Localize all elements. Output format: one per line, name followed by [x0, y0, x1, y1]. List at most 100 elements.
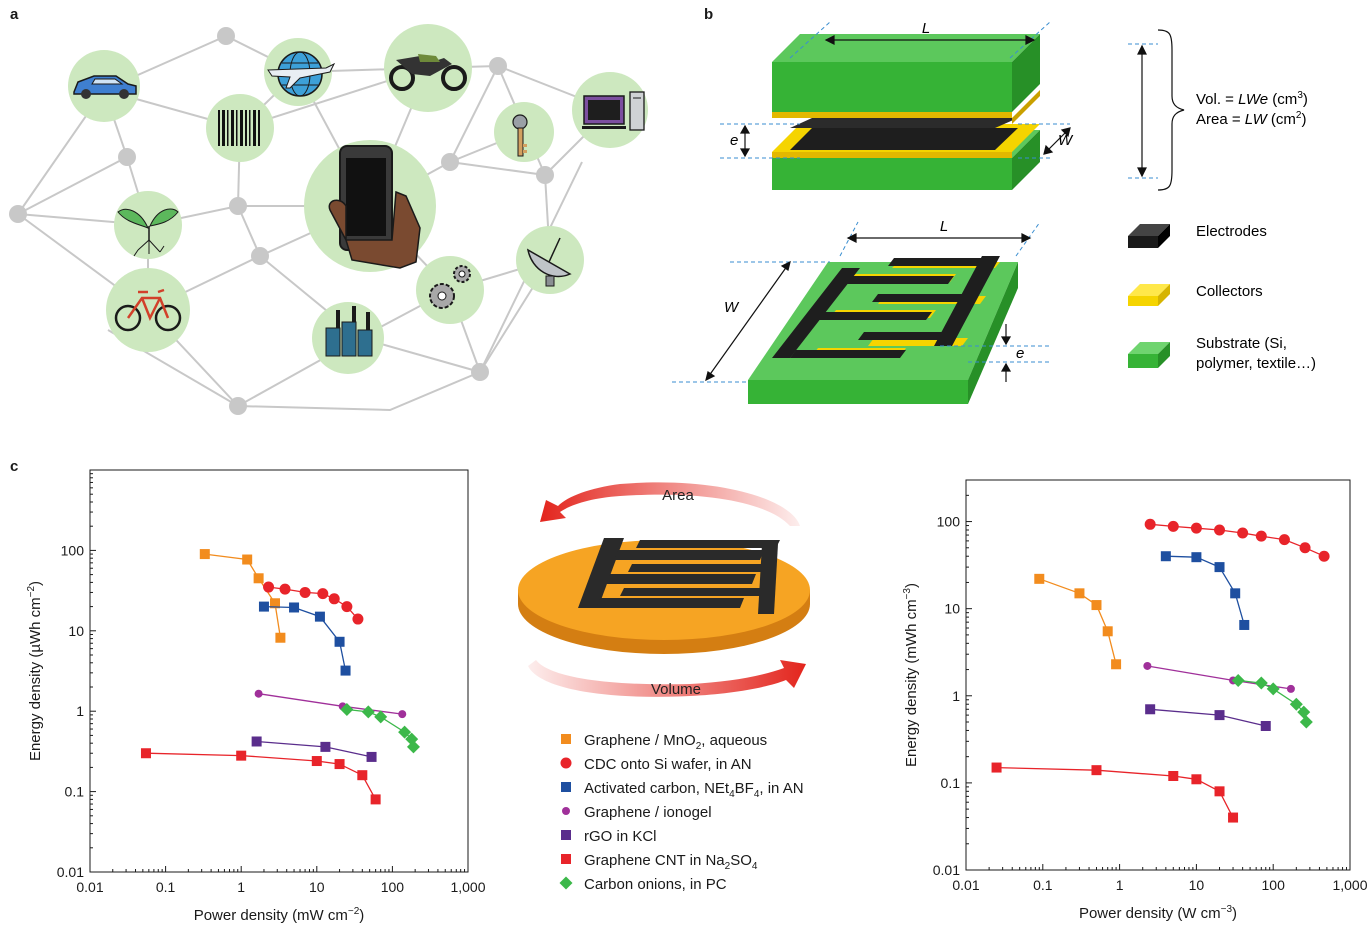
- satellite-dish-icon: [526, 237, 572, 287]
- data-point-series-4: [1145, 704, 1156, 715]
- data-point-series-3: [1143, 661, 1152, 670]
- legend-collectors-label: Collectors: [1196, 283, 1263, 300]
- barcode-icon: [218, 110, 260, 146]
- y-axis-title: Energy density (mWh cm−3): [902, 583, 920, 767]
- bottom-L-label: L: [940, 218, 948, 235]
- data-point-series-1: [1278, 534, 1290, 546]
- legend-c: Graphene / MnO2, aqueous CDC onto Si wafe…: [559, 732, 804, 893]
- area-label: Area: [662, 487, 694, 504]
- data-point-series-5: [370, 794, 381, 805]
- data-point-series-5: [334, 759, 345, 770]
- desktop-computer-icon: [582, 91, 645, 131]
- legend-c-label-5: Graphene CNT in Na2SO4: [584, 852, 758, 872]
- series-line-3: [1147, 665, 1291, 690]
- data-point-series-4: [1260, 720, 1271, 731]
- disk-electrode-comb: [578, 538, 780, 614]
- top-e-label: e: [730, 132, 738, 149]
- panel-b-devices: L e W: [672, 20, 1316, 404]
- bottom-W-label: W: [724, 299, 740, 316]
- data-point-series-0: [1111, 659, 1122, 670]
- center-illustration: Area Volume: [518, 482, 810, 698]
- legend-c-marker-1: [560, 757, 572, 769]
- data-point-series-5: [1091, 765, 1102, 776]
- data-point-series-0: [253, 573, 264, 584]
- data-point-series-5: [1191, 774, 1202, 785]
- y-tick-label: 0.01: [57, 864, 84, 880]
- legend-c-marker-5: [561, 854, 571, 864]
- legend-b: Electrodes Collectors Substrate (Si, pol…: [1128, 223, 1316, 372]
- x-tick-label: 0.01: [76, 879, 103, 895]
- data-point-series-1: [1255, 530, 1267, 542]
- sandwich-device: L e W: [720, 20, 1074, 190]
- y-tick-label: 0.1: [65, 784, 85, 800]
- data-point-series-2: [1230, 588, 1241, 599]
- legend-collector-swatch: [1128, 284, 1170, 306]
- smartphone-hand-icon: [328, 145, 421, 269]
- area-formula: Area = LW (cm2): [1196, 110, 1306, 128]
- data-point-series-0: [242, 554, 253, 565]
- x-tick-label: 1: [1116, 877, 1124, 893]
- panel-a-network: [9, 24, 648, 415]
- data-point-series-0: [1091, 600, 1102, 611]
- panel-label-b: b: [704, 6, 714, 23]
- data-point-series-5: [1214, 786, 1225, 797]
- x-tick-label: 1: [237, 879, 245, 895]
- y-tick-label: 1: [76, 703, 84, 719]
- legend-substrate-swatch: [1128, 342, 1170, 368]
- data-point-series-0: [1074, 588, 1085, 599]
- data-point-series-3: [398, 710, 407, 719]
- data-point-series-2: [1214, 562, 1225, 573]
- y-tick-label: 100: [937, 514, 961, 530]
- data-point-series-5: [1228, 812, 1239, 823]
- data-point-series-1: [299, 586, 311, 598]
- x-tick-label: 0.01: [952, 877, 979, 893]
- data-point-series-5: [357, 770, 368, 781]
- data-point-series-4: [1214, 710, 1225, 721]
- data-point-series-0: [199, 549, 210, 560]
- legend-substrate-label-2: polymer, textile…): [1196, 355, 1316, 372]
- legend-c-label-6: Carbon onions, in PC: [584, 876, 727, 893]
- data-point-series-1: [1214, 524, 1226, 536]
- data-point-series-5: [236, 750, 247, 761]
- data-point-series-2: [334, 636, 345, 647]
- legend-c-label-1: CDC onto Si wafer, in AN: [584, 756, 752, 773]
- interdigitated-device: L W e: [672, 218, 1050, 404]
- legend-c-label-0: Graphene / MnO2, aqueous: [584, 732, 767, 752]
- panel-label-a: a: [10, 6, 19, 23]
- legend-c-label-4: rGO in KCl: [584, 828, 657, 845]
- volume-arrow: [528, 660, 806, 697]
- data-point-series-6: [361, 705, 375, 719]
- data-point-series-2: [1191, 552, 1202, 563]
- data-point-series-1: [1167, 520, 1179, 532]
- gears-icon: [429, 265, 471, 309]
- data-point-series-1: [317, 588, 329, 600]
- volume-label: Volume: [651, 681, 701, 698]
- bottom-e-label: e: [1016, 345, 1024, 362]
- legend-c-marker-3: [562, 807, 570, 815]
- data-point-series-1: [328, 593, 340, 605]
- data-point-series-6: [1254, 676, 1268, 690]
- x-tick-label: 100: [1262, 877, 1286, 893]
- volume-formula: Vol. = LWe (cm3): [1196, 90, 1308, 108]
- y-tick-label: 10: [944, 601, 960, 617]
- x-tick-label: 1,000: [450, 879, 485, 895]
- data-point-series-6: [374, 710, 388, 724]
- legend-electrode-swatch: [1128, 224, 1170, 248]
- y-tick-label: 0.1: [941, 775, 961, 791]
- data-point-series-2: [289, 602, 300, 613]
- data-point-series-1: [1237, 527, 1249, 539]
- data-point-series-6: [1297, 705, 1311, 719]
- y-axis-title: Energy density (µWh cm−2): [26, 581, 44, 761]
- network-nodes: [9, 27, 554, 415]
- data-point-series-1: [341, 601, 353, 613]
- bicycle-icon: [114, 288, 182, 332]
- data-point-series-3: [254, 689, 263, 698]
- data-point-series-2: [340, 665, 351, 676]
- x-tick-label: 10: [309, 879, 325, 895]
- data-point-series-6: [1299, 715, 1313, 729]
- x-tick-label: 1,000: [1332, 877, 1367, 893]
- data-point-series-2: [314, 611, 325, 622]
- car-icon: [73, 75, 137, 99]
- data-point-series-0: [275, 632, 286, 643]
- data-point-series-1: [1299, 542, 1311, 554]
